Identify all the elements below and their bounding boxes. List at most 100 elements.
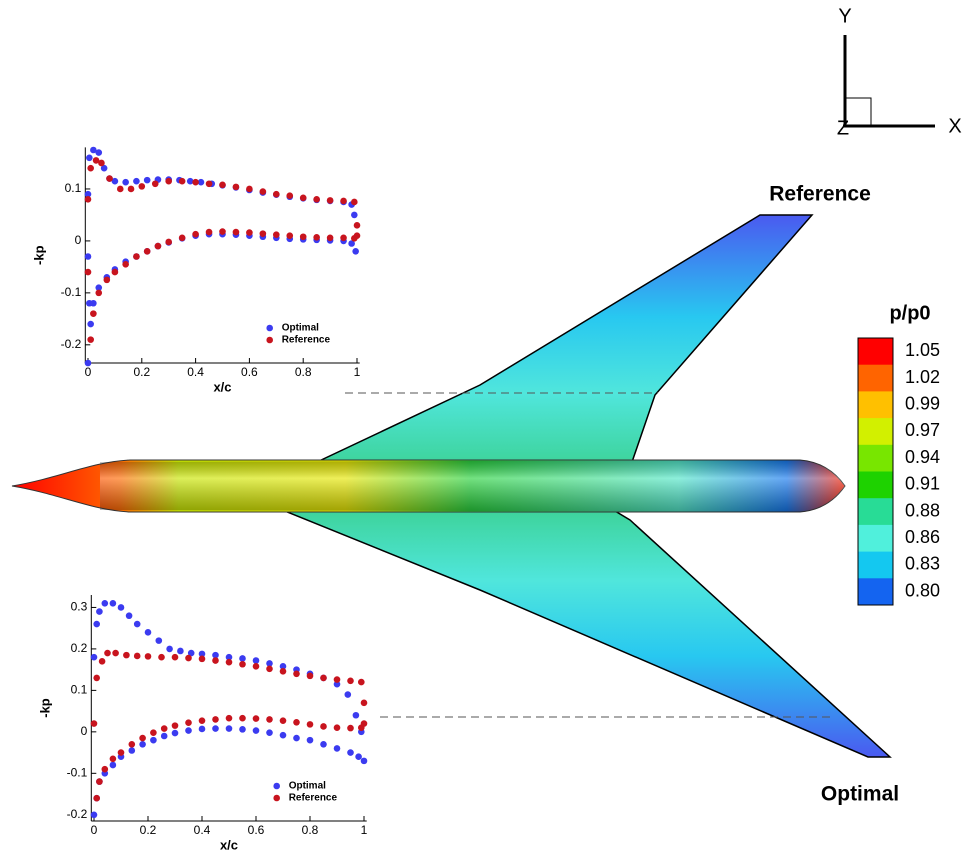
data-point bbox=[87, 336, 94, 343]
axis-y-label: Y bbox=[838, 5, 851, 27]
data-point bbox=[165, 238, 172, 246]
data-point bbox=[360, 699, 368, 707]
data-point bbox=[352, 248, 359, 255]
x-tick-label: 0.8 bbox=[302, 823, 319, 837]
x-tick-label: 1 bbox=[354, 365, 361, 379]
data-point bbox=[185, 727, 192, 734]
cp-chart: 0 0.2 0.4 0.6 0.8 1 -0.2 -0.1 0 0.1 0.2 0.3 x/c -kp Op… bbox=[38, 595, 368, 852]
data-point bbox=[219, 181, 226, 189]
data-point bbox=[185, 719, 192, 727]
data-point bbox=[84, 253, 92, 260]
x-tick-label: 0.2 bbox=[133, 365, 150, 379]
data-point bbox=[186, 177, 194, 185]
data-point bbox=[109, 599, 117, 607]
data-point bbox=[353, 222, 361, 229]
colorbar-label: 1.05 bbox=[905, 340, 940, 360]
data-point bbox=[212, 651, 219, 659]
data-point bbox=[313, 233, 320, 241]
data-point bbox=[279, 717, 287, 724]
data-point bbox=[133, 177, 140, 185]
colorbar-frame bbox=[857, 337, 894, 606]
x-tick-label: 0 bbox=[91, 823, 98, 837]
x-tick-label: 1 bbox=[361, 823, 368, 837]
data-point bbox=[340, 234, 347, 242]
colorbar-label: 0.83 bbox=[905, 554, 940, 574]
data-point bbox=[123, 651, 130, 659]
colorbar-label: 1.02 bbox=[905, 367, 940, 387]
data-point bbox=[306, 672, 314, 680]
data-point bbox=[93, 620, 100, 628]
data-point bbox=[266, 665, 273, 673]
data-point bbox=[171, 653, 179, 661]
data-point bbox=[93, 794, 100, 802]
data-point bbox=[109, 755, 117, 763]
data-point bbox=[333, 724, 341, 731]
data-point bbox=[187, 649, 195, 657]
data-point bbox=[279, 731, 287, 739]
data-point bbox=[90, 299, 97, 307]
data-point bbox=[98, 159, 105, 167]
data-point bbox=[273, 231, 280, 238]
data-point bbox=[177, 647, 184, 655]
x-tick-label: 0 bbox=[85, 365, 92, 379]
data-point bbox=[293, 719, 300, 726]
data-point bbox=[87, 164, 94, 172]
data-point bbox=[101, 765, 109, 773]
data-point bbox=[279, 668, 287, 675]
data-point bbox=[166, 645, 173, 653]
data-point bbox=[150, 729, 157, 736]
data-point bbox=[239, 660, 246, 668]
data-point bbox=[90, 811, 98, 819]
data-point bbox=[133, 620, 141, 628]
y-tick-label: 0.2 bbox=[71, 641, 88, 655]
data-point bbox=[212, 716, 219, 723]
data-point bbox=[266, 660, 273, 667]
y-tick-label: 0.3 bbox=[71, 600, 88, 614]
data-point bbox=[344, 691, 352, 698]
data-point bbox=[185, 654, 192, 662]
data-point bbox=[112, 649, 119, 657]
data-point bbox=[144, 629, 152, 636]
data-point bbox=[84, 359, 92, 367]
x-tick-label: 0.4 bbox=[194, 823, 211, 837]
y-tick-label: -0.1 bbox=[67, 765, 88, 779]
data-point bbox=[122, 178, 129, 186]
data-point bbox=[246, 229, 253, 236]
data-point bbox=[225, 714, 233, 722]
colorbar-band bbox=[858, 391, 893, 419]
colorbar-band bbox=[858, 551, 893, 579]
colorbar-band bbox=[858, 471, 893, 499]
colorbar-band bbox=[858, 524, 893, 553]
data-point bbox=[299, 194, 307, 202]
colorbar-band bbox=[858, 498, 893, 526]
data-point bbox=[86, 154, 93, 162]
data-point bbox=[353, 232, 361, 240]
data-point bbox=[139, 740, 146, 748]
legend-label: Optimal bbox=[282, 323, 319, 334]
data-point bbox=[286, 192, 294, 200]
legend-marker bbox=[266, 336, 274, 344]
data-point bbox=[360, 757, 368, 765]
colorbar-label: 0.99 bbox=[905, 394, 940, 414]
data-point bbox=[198, 717, 206, 724]
legend-marker bbox=[273, 782, 281, 790]
data-point bbox=[160, 725, 168, 732]
colorbar-label: 0.94 bbox=[905, 447, 940, 467]
x-axis-label: x/c bbox=[213, 379, 231, 394]
colorbar-label: 0.88 bbox=[905, 500, 940, 520]
data-point bbox=[103, 276, 111, 284]
data-point bbox=[198, 650, 206, 658]
data-point bbox=[111, 268, 119, 276]
data-point bbox=[266, 729, 273, 736]
legend-marker bbox=[266, 324, 274, 332]
data-point bbox=[93, 674, 100, 682]
data-point bbox=[246, 185, 253, 193]
data-point bbox=[155, 637, 163, 644]
legend-label: Optimal bbox=[289, 781, 326, 792]
data-point bbox=[360, 720, 368, 727]
data-point bbox=[326, 234, 334, 242]
data-point bbox=[326, 197, 334, 204]
data-point bbox=[205, 180, 213, 188]
data-point bbox=[90, 653, 98, 661]
